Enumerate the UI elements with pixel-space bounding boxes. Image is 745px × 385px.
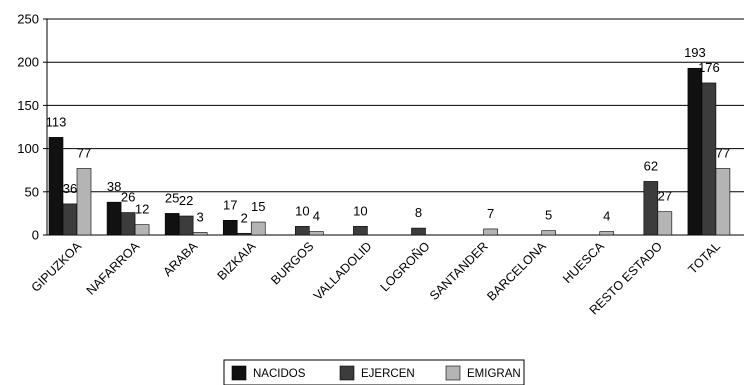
bar-emigran-0 xyxy=(76,168,92,236)
data-label-nacidos-1: 38 xyxy=(107,179,121,194)
x-tick-label: BIZKAIA xyxy=(215,239,259,283)
legend-label-nacidos: NACIDOS xyxy=(253,368,306,380)
data-label-emigran-1: 12 xyxy=(135,202,149,217)
bar-ejercen-6 xyxy=(411,227,426,236)
legend-label-ejercen: EJERCEN xyxy=(361,368,415,380)
bar-nacidos-0 xyxy=(48,137,64,236)
data-label-ejercen-2: 22 xyxy=(179,193,193,208)
bar-nacidos-1 xyxy=(106,201,122,236)
bar-ejercen-5 xyxy=(353,226,368,236)
data-label-ejercen-11: 176 xyxy=(698,60,720,75)
y-tick-label: 50 xyxy=(25,184,39,199)
x-tick-label: SANTANDER xyxy=(427,239,491,303)
bar-emigran-3 xyxy=(250,221,266,236)
data-label-ejercen-4: 10 xyxy=(295,203,309,218)
data-label-emigran-3: 15 xyxy=(251,199,265,214)
data-label-emigran-9: 4 xyxy=(603,209,610,224)
data-label-ejercen-10: 62 xyxy=(644,158,658,173)
bar-ejercen-0 xyxy=(62,203,78,236)
bar-ejercen-3 xyxy=(236,232,252,236)
data-label-emigran-10: 27 xyxy=(658,189,672,204)
legend-swatch-emigran xyxy=(445,365,461,381)
legend-item-ejercen: EJERCEN xyxy=(339,365,415,381)
data-label-emigran-4: 4 xyxy=(313,209,320,224)
y-tick-label: 250 xyxy=(17,12,39,27)
x-tick-label: NAFARROA xyxy=(84,239,143,298)
y-tick-label: 0 xyxy=(32,228,39,243)
bar-ejercen-2 xyxy=(178,215,194,236)
bar-emigran-8 xyxy=(541,230,556,236)
data-label-nacidos-11: 193 xyxy=(684,45,706,60)
bar-nacidos-11 xyxy=(687,67,703,236)
bar-ejercen-11 xyxy=(701,82,717,236)
bar-emigran-9 xyxy=(599,231,615,236)
bar-emigran-10 xyxy=(657,211,673,236)
x-tick-label: VALLADOLID xyxy=(311,239,375,303)
data-label-nacidos-2: 25 xyxy=(165,190,179,205)
x-tick-label: LOGROÑO xyxy=(378,239,433,294)
y-tick-label: 150 xyxy=(17,98,39,113)
bar-emigran-2 xyxy=(192,232,208,236)
data-label-ejercen-0: 36 xyxy=(63,181,77,196)
x-tick-label: ARABA xyxy=(160,239,200,279)
bar-ejercen-4 xyxy=(295,226,310,236)
data-label-ejercen-5: 10 xyxy=(353,203,367,218)
y-tick-label: 200 xyxy=(17,55,39,70)
x-tick-label: BURGOS xyxy=(268,239,316,287)
data-label-ejercen-3: 2 xyxy=(241,210,248,225)
x-tick-label: HUESCA xyxy=(560,239,607,286)
legend-item-emigran: EMIGRAN xyxy=(445,365,521,381)
x-tick-label: BARCELONA xyxy=(484,239,549,304)
data-label-emigran-8: 5 xyxy=(545,208,552,223)
data-label-nacidos-0: 113 xyxy=(46,114,67,129)
data-label-ejercen-1: 26 xyxy=(121,190,135,205)
x-tick-label: GIPUZKOA xyxy=(29,239,85,295)
bar-ejercen-1 xyxy=(120,212,136,236)
legend: NACIDOS EJERCEN EMIGRAN xyxy=(223,359,525,385)
bar-nacidos-3 xyxy=(222,220,238,236)
bar-emigran-11 xyxy=(715,168,731,236)
legend-label-emigran: EMIGRAN xyxy=(467,368,521,380)
bar-emigran-1 xyxy=(134,224,150,236)
data-label-ejercen-6: 8 xyxy=(415,205,422,220)
legend-swatch-ejercen xyxy=(339,365,355,381)
data-label-emigran-7: 7 xyxy=(487,206,494,221)
data-label-emigran-0: 77 xyxy=(77,145,91,160)
y-tick-label: 100 xyxy=(17,141,39,156)
data-label-emigran-11: 77 xyxy=(716,145,730,160)
data-label-emigran-2: 3 xyxy=(197,209,204,224)
bar-emigran-7 xyxy=(483,228,498,236)
legend-swatch-nacidos xyxy=(231,365,247,381)
x-tick-label: TOTAL xyxy=(686,239,724,277)
bar-nacidos-2 xyxy=(164,213,180,236)
legend-box xyxy=(223,359,525,385)
bar-emigran-4 xyxy=(309,231,324,236)
legend-item-nacidos: NACIDOS xyxy=(231,365,306,381)
data-label-nacidos-3: 17 xyxy=(223,197,237,212)
bar-ejercen-10 xyxy=(643,181,659,236)
